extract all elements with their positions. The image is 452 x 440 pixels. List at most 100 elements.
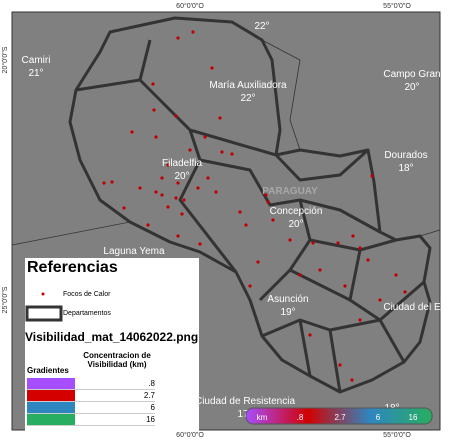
colorbar-label: 16 [409, 413, 418, 422]
coord-label: 60°0'0"O [176, 2, 204, 10]
place-temp: 17° [237, 409, 252, 420]
fire-points [102, 30, 407, 382]
legend-symbols [25, 292, 63, 322]
table-row: 2.7 [27, 390, 155, 402]
fire-point [182, 198, 186, 202]
legend-title: Referencias [27, 259, 118, 276]
fire-point [160, 176, 164, 180]
department-symbol [25, 305, 63, 322]
fire-point [271, 218, 275, 222]
colorbar-label: .8 [297, 413, 304, 422]
place-name: Dourados [384, 150, 427, 161]
table-row: .8 [27, 378, 155, 390]
fire-point [154, 135, 158, 139]
place-temp: 19° [280, 307, 295, 318]
gradient-swatch [27, 390, 75, 401]
place-temp: 20° [288, 219, 303, 230]
coord-label: 20°0'0"S [1, 46, 9, 73]
fire-point [122, 206, 126, 210]
table-row: 16 [27, 414, 155, 426]
fire-point [160, 193, 164, 197]
fire-point [152, 108, 156, 112]
place-name: Laguna Yema [103, 246, 165, 257]
fire-point [370, 174, 374, 178]
fire-point [378, 298, 382, 302]
place-name: Ciudad de Resistencia [195, 396, 295, 407]
colorbar-unit: km [257, 413, 268, 422]
fire-point [350, 378, 354, 382]
place-name: Concepción [270, 206, 323, 217]
fire-point [138, 186, 142, 190]
fire-point [298, 273, 302, 277]
place-name: Ciudad del E [383, 302, 441, 313]
visibility-value: .8 [148, 379, 155, 388]
neighbor-borders [11, 39, 441, 246]
fire-point [151, 82, 155, 86]
colorbar-label: 2.7 [334, 413, 346, 422]
fire-point [366, 258, 370, 262]
fire-point [311, 241, 315, 245]
place-temp: 22° [254, 21, 269, 32]
visibility-value: 6 [150, 403, 155, 412]
gradient-swatch [27, 414, 75, 425]
fire-point [238, 210, 242, 214]
fire-point [166, 163, 170, 167]
fire-point [130, 130, 134, 134]
fire-point [266, 200, 270, 204]
fire-point [358, 318, 362, 322]
coord-label: 55°0'0"O [383, 431, 411, 439]
legend-item: Departamentos [63, 310, 111, 317]
legend: Referencias Focos de Calor Departamentos… [25, 258, 199, 431]
fire-point [343, 284, 347, 288]
place-temp: 20° [174, 171, 189, 182]
fire-point [394, 273, 398, 277]
fire-point [220, 150, 224, 154]
fire-point [218, 116, 222, 120]
place-temp: 22° [240, 93, 255, 104]
fire-point [176, 36, 180, 40]
fire-symbol [41, 292, 45, 296]
fire-point [403, 290, 407, 294]
fire-point [203, 135, 207, 139]
table-header: Gradientes [27, 366, 69, 375]
fire-point [191, 30, 195, 34]
fire-point [351, 234, 355, 238]
fire-point [308, 333, 312, 337]
fire-point [196, 186, 200, 190]
country-name: PARAGUAY [262, 186, 318, 197]
fire-point [176, 181, 180, 185]
fire-point [166, 205, 170, 209]
fire-point [338, 363, 342, 367]
place-name: María Auxiliadora [209, 80, 287, 91]
place-temp: 18° [398, 163, 413, 174]
fire-point [244, 223, 248, 227]
fire-point [180, 212, 184, 216]
fire-point [230, 152, 234, 156]
place-name: Campo Gran [383, 69, 440, 80]
colorbar [245, 407, 433, 425]
fire-point [210, 66, 214, 70]
fire-point [358, 246, 362, 250]
coord-label: 60°0'0"O [176, 431, 204, 439]
fire-point [256, 260, 260, 264]
coord-label: 55°0'0"O [383, 2, 411, 10]
place-name: Camiri [22, 55, 51, 66]
fire-point [154, 190, 158, 194]
fire-point [146, 223, 150, 227]
fire-point [248, 284, 252, 288]
colorbar-label: 6 [376, 413, 381, 422]
fire-point [174, 114, 178, 118]
coord-label: 25°0'0"S [1, 286, 9, 313]
fire-point [110, 180, 114, 184]
place-temp: 20° [404, 82, 419, 93]
fire-point [214, 190, 218, 194]
fire-point [174, 196, 178, 200]
fire-point [102, 181, 106, 185]
fire-point [176, 234, 180, 238]
fire-point [288, 238, 292, 242]
place-name: Asunción [267, 294, 308, 305]
visibility-value: 16 [146, 415, 155, 424]
fire-point [264, 193, 268, 197]
fire-point [318, 268, 322, 272]
